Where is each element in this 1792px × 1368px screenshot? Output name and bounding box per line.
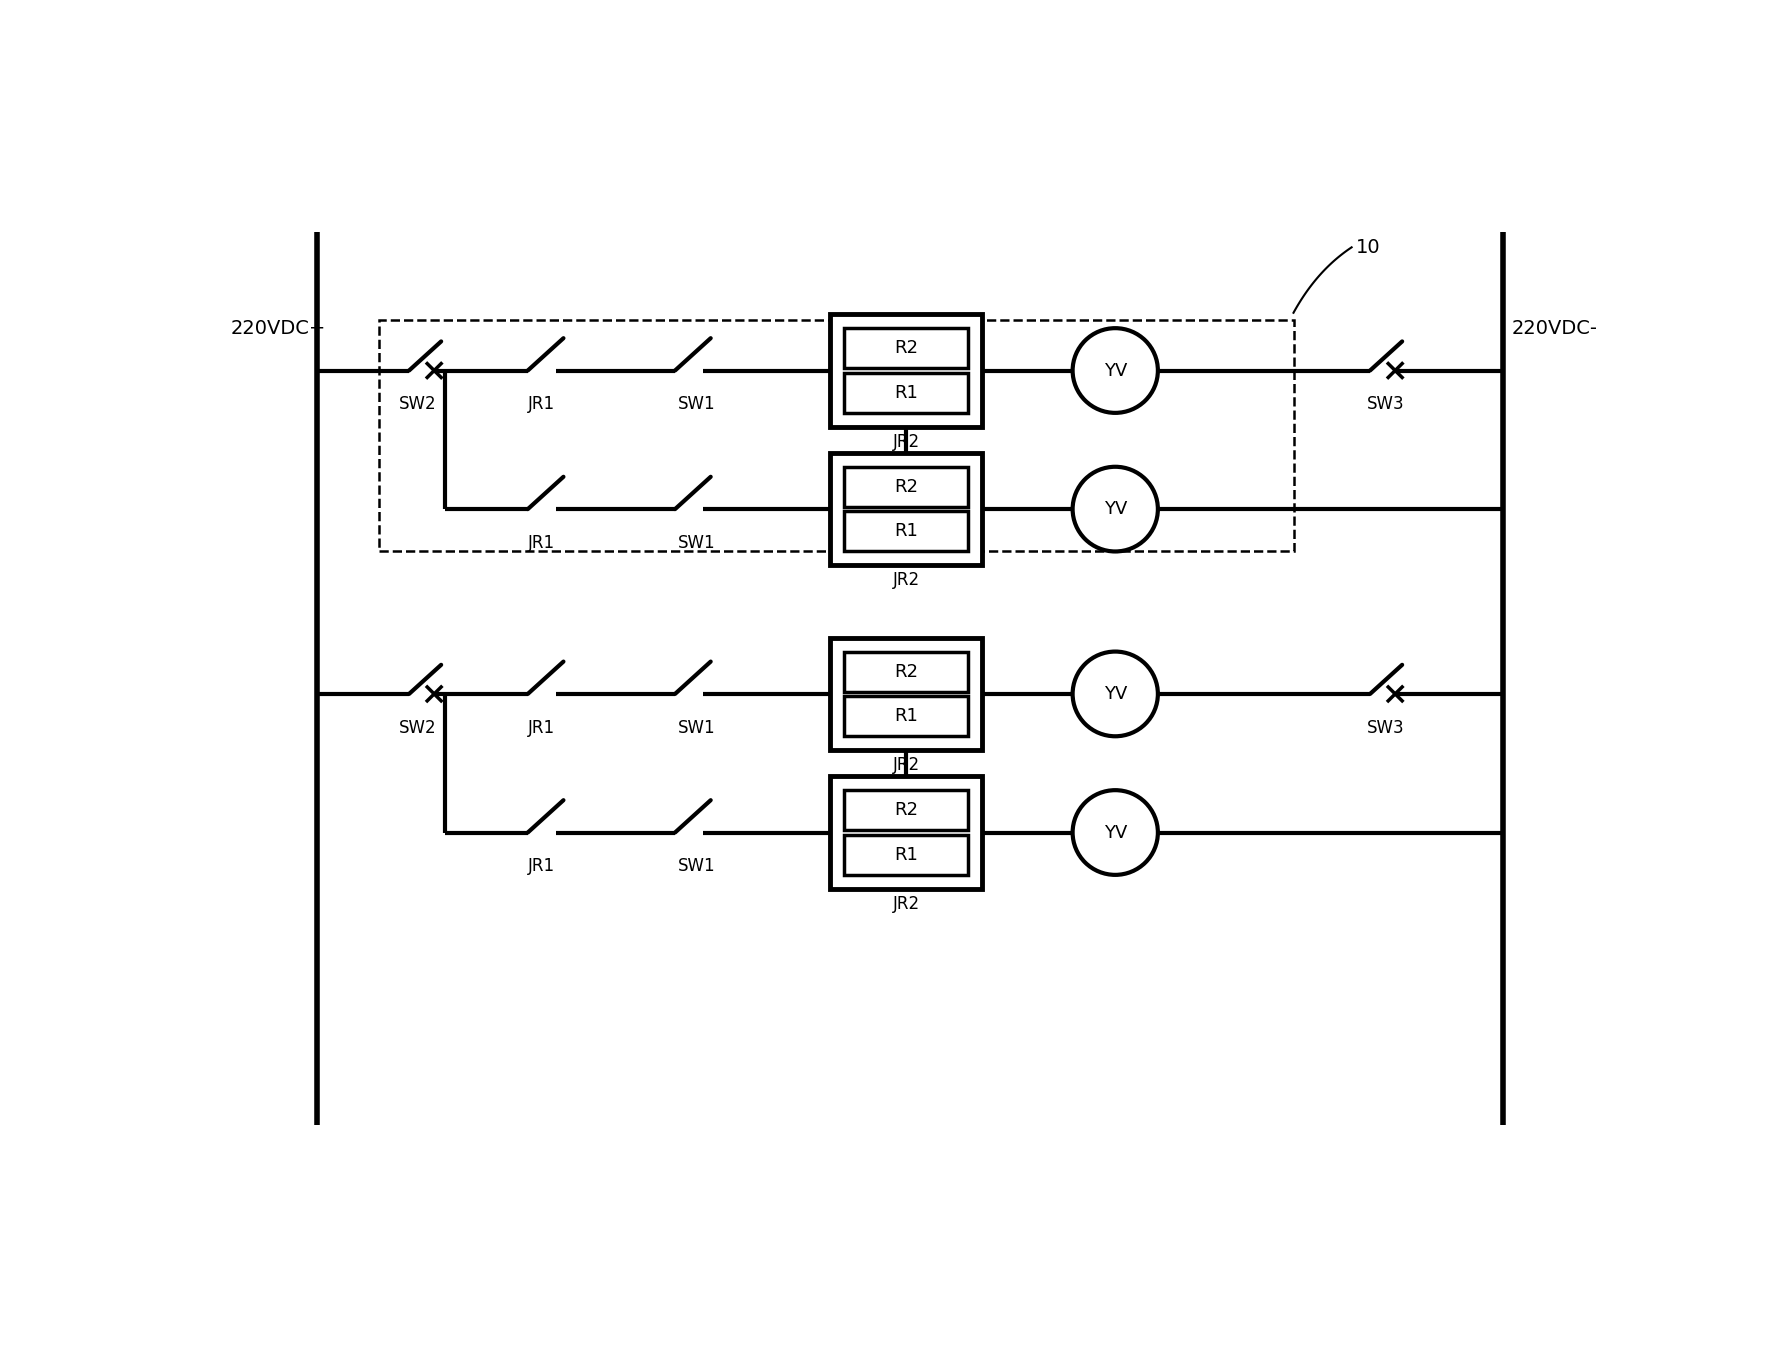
FancyBboxPatch shape xyxy=(844,512,968,551)
Text: JR1: JR1 xyxy=(529,858,556,876)
Text: R2: R2 xyxy=(894,802,918,819)
Text: JR2: JR2 xyxy=(892,895,919,912)
Text: JR2: JR2 xyxy=(892,572,919,590)
FancyBboxPatch shape xyxy=(844,791,968,830)
Text: R1: R1 xyxy=(894,384,918,402)
FancyBboxPatch shape xyxy=(844,373,968,413)
Circle shape xyxy=(1073,466,1158,551)
Text: JR2: JR2 xyxy=(892,432,919,451)
Text: JR2: JR2 xyxy=(892,757,919,774)
Text: SW2: SW2 xyxy=(400,718,437,736)
Text: SW2: SW2 xyxy=(400,395,437,413)
Circle shape xyxy=(1073,328,1158,413)
Text: R1: R1 xyxy=(894,845,918,863)
Text: JR1: JR1 xyxy=(529,395,556,413)
FancyBboxPatch shape xyxy=(830,776,982,889)
FancyBboxPatch shape xyxy=(830,637,982,750)
FancyBboxPatch shape xyxy=(830,453,982,565)
Text: YV: YV xyxy=(1104,685,1127,703)
Text: SW1: SW1 xyxy=(677,718,715,736)
Text: R2: R2 xyxy=(894,339,918,357)
FancyBboxPatch shape xyxy=(844,834,968,876)
Text: SW1: SW1 xyxy=(677,858,715,876)
Text: 220VDC-: 220VDC- xyxy=(1512,319,1598,338)
FancyBboxPatch shape xyxy=(830,315,982,427)
FancyBboxPatch shape xyxy=(844,696,968,736)
Text: R2: R2 xyxy=(894,477,918,495)
Text: JR1: JR1 xyxy=(529,534,556,551)
Text: R1: R1 xyxy=(894,523,918,540)
Text: YV: YV xyxy=(1104,361,1127,379)
Text: SW3: SW3 xyxy=(1367,395,1405,413)
Text: YV: YV xyxy=(1104,501,1127,518)
FancyBboxPatch shape xyxy=(844,466,968,506)
Text: SW1: SW1 xyxy=(677,395,715,413)
Circle shape xyxy=(1073,651,1158,736)
Text: 10: 10 xyxy=(1355,238,1380,257)
Text: R2: R2 xyxy=(894,662,918,681)
Circle shape xyxy=(1073,791,1158,876)
Text: 220VDC+: 220VDC+ xyxy=(229,319,326,338)
Text: R1: R1 xyxy=(894,707,918,725)
FancyBboxPatch shape xyxy=(844,328,968,368)
Text: SW1: SW1 xyxy=(677,534,715,551)
Text: JR1: JR1 xyxy=(529,718,556,736)
Text: SW3: SW3 xyxy=(1367,718,1405,736)
Text: YV: YV xyxy=(1104,824,1127,841)
FancyBboxPatch shape xyxy=(844,651,968,692)
